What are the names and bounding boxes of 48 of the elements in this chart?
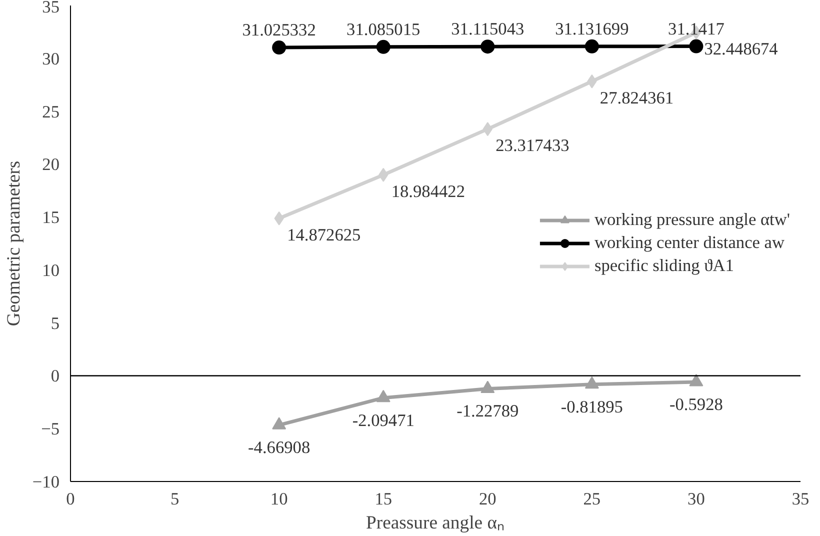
point (689, 374, 704, 386)
x-tick-label: 10 (270, 490, 288, 508)
data-label: 14.872625 (287, 225, 361, 244)
data-label: 32.448674 (704, 39, 778, 58)
x-tick-label: 15 (374, 490, 392, 508)
data-label: -1.22789 (456, 402, 519, 421)
data-label: 31.085015 (346, 20, 420, 39)
data-label: 31.1417 (668, 19, 725, 38)
point (480, 40, 495, 54)
x-tick-label: 35 (792, 490, 810, 508)
point (584, 39, 599, 54)
point (272, 40, 286, 55)
x-tick-label: 25 (583, 490, 601, 508)
y-tick-label: 5 (50, 314, 60, 333)
point (376, 390, 390, 402)
data-label: 31.115043 (451, 20, 524, 39)
x-tick-label: 0 (66, 490, 75, 508)
data-label: -4.66908 (248, 438, 310, 458)
data-label: 27.824361 (600, 88, 674, 108)
data-label: 18.984422 (391, 182, 466, 201)
y-tick-label: 15 (42, 208, 60, 228)
legend-label: working center distance aw (594, 233, 785, 253)
data-label: -0.81895 (560, 397, 623, 416)
point (376, 40, 390, 54)
y-tick-label: −10 (32, 472, 60, 492)
x-tick-label: 5 (170, 490, 180, 508)
x-tick-label: 30 (688, 490, 705, 508)
data-label: -2.09471 (352, 410, 414, 430)
y-tick-label: 20 (42, 155, 60, 174)
legend-label: working pressure angle αtw' (594, 210, 790, 230)
point (689, 39, 704, 54)
y-tick-label: 35 (42, 0, 60, 16)
y-tick-label: 0 (50, 366, 60, 386)
data-label: 31.025332 (242, 20, 316, 40)
x-axis-title: Preassure angle αₙ (366, 512, 506, 534)
y-tick-label: 30 (42, 49, 60, 68)
y-axis-title: Geometric parameters (3, 160, 24, 326)
y-tick-label: 10 (42, 260, 60, 280)
x-tick-label: 20 (478, 490, 496, 508)
point (584, 376, 599, 389)
y-tick-label: 25 (42, 102, 60, 122)
y-tick-label: −5 (41, 420, 60, 439)
point (272, 417, 286, 430)
legend-label: specific sliding ϑA1 (594, 256, 734, 276)
data-label: 23.317433 (496, 136, 570, 156)
data-label: 31.131699 (555, 19, 629, 38)
point (480, 380, 495, 393)
data-label: -0.5928 (670, 394, 723, 414)
